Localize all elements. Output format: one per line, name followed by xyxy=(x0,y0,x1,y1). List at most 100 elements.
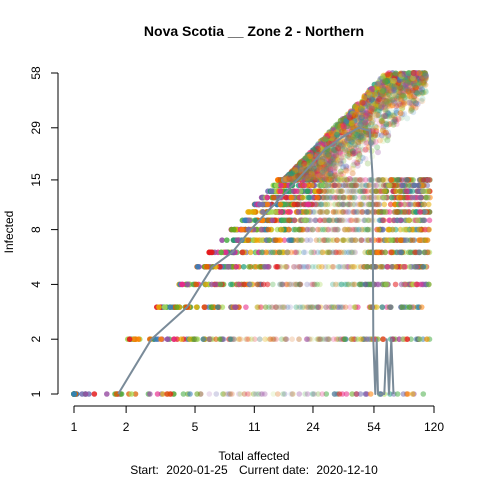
cloud-point xyxy=(376,177,382,183)
cloud-point xyxy=(325,217,332,224)
cloud-point xyxy=(248,336,255,343)
cloud-point xyxy=(256,263,263,270)
cloud-point xyxy=(376,177,383,183)
cloud-point xyxy=(353,182,360,189)
cloud-point xyxy=(278,226,285,233)
cloud-point xyxy=(351,281,358,288)
cloud-point xyxy=(426,217,433,224)
cloud-point xyxy=(315,172,322,179)
cloud-point xyxy=(338,304,344,310)
cloud-point xyxy=(299,304,306,310)
cloud-point xyxy=(372,131,379,138)
cloud-point xyxy=(320,217,326,224)
cloud-point xyxy=(375,80,382,87)
cloud-point xyxy=(286,209,293,215)
cloud-point xyxy=(277,188,284,195)
cloud-point xyxy=(308,171,315,178)
cloud-point xyxy=(364,263,371,270)
cloud-point xyxy=(358,237,365,243)
cloud-point xyxy=(331,146,338,153)
cloud-point xyxy=(375,194,381,201)
cloud-point xyxy=(255,391,262,397)
cloud-point xyxy=(325,336,332,343)
cloud-point xyxy=(404,336,411,343)
cloud-point xyxy=(345,226,352,233)
cloud-point xyxy=(415,90,422,97)
cloud-point xyxy=(412,84,419,91)
cloud-point xyxy=(303,226,310,233)
cloud-point xyxy=(380,177,387,183)
cloud-point xyxy=(301,263,307,270)
cloud-point xyxy=(402,281,409,288)
cloud-point xyxy=(346,182,352,189)
cloud-point xyxy=(394,209,400,215)
cloud-point xyxy=(319,155,326,162)
cloud-point xyxy=(319,391,326,397)
cloud-point xyxy=(339,201,345,208)
cloud-point xyxy=(330,226,337,233)
cloud-point xyxy=(375,281,382,288)
cloud-point xyxy=(331,182,338,189)
cloud-point xyxy=(290,391,296,397)
cloud-point xyxy=(344,249,350,256)
cloud-point xyxy=(319,158,326,165)
cloud-point xyxy=(265,217,271,224)
cloud-point xyxy=(403,188,410,195)
cloud-point xyxy=(359,99,366,106)
cloud-point xyxy=(344,177,351,183)
cloud-point xyxy=(422,209,428,215)
cloud-point xyxy=(240,263,247,270)
cloud-point xyxy=(391,86,398,93)
cloud-point xyxy=(213,281,220,288)
cloud-point xyxy=(416,237,423,243)
cloud-point xyxy=(312,263,319,270)
cloud-point xyxy=(311,165,318,172)
cloud-point xyxy=(413,263,419,270)
cloud-point xyxy=(346,144,353,151)
cloud-point xyxy=(348,138,355,145)
cloud-point xyxy=(301,182,308,189)
cloud-point xyxy=(351,182,358,189)
cloud-point xyxy=(324,336,330,343)
cloud-point xyxy=(315,336,322,343)
cloud-point xyxy=(310,173,317,180)
x-tick-label: 54 xyxy=(367,420,381,434)
cloud-point xyxy=(349,237,356,243)
cloud-point xyxy=(386,182,393,189)
cloud-point xyxy=(296,391,303,397)
cloud-point xyxy=(327,217,333,224)
cloud-point xyxy=(220,391,227,397)
cloud-point xyxy=(383,98,390,105)
cloud-point xyxy=(283,281,289,288)
cloud-point xyxy=(359,182,366,189)
cloud-point xyxy=(316,163,323,170)
cloud-point xyxy=(378,182,384,189)
cloud-point xyxy=(306,263,312,270)
cloud-point xyxy=(406,304,413,310)
cloud-point xyxy=(352,209,359,215)
cloud-point xyxy=(376,209,382,215)
cloud-point xyxy=(363,201,369,208)
cloud-point xyxy=(382,249,389,256)
cloud-point xyxy=(352,237,359,243)
cloud-point xyxy=(327,166,334,173)
cloud-point xyxy=(316,159,323,166)
cloud-point xyxy=(351,304,358,310)
cloud-point xyxy=(336,281,343,288)
cloud-point xyxy=(397,110,404,117)
cloud-point xyxy=(374,112,381,119)
cloud-point xyxy=(343,209,349,215)
cloud-point xyxy=(310,249,316,256)
cloud-point xyxy=(330,304,336,310)
cloud-point xyxy=(417,281,424,288)
cloud-point xyxy=(332,182,338,189)
cloud-point xyxy=(326,217,333,224)
cloud-point xyxy=(348,217,354,224)
cloud-point xyxy=(364,182,370,189)
cloud-point xyxy=(322,304,329,310)
cloud-point xyxy=(206,249,213,256)
cloud-point xyxy=(270,336,277,343)
cloud-point xyxy=(304,226,310,233)
cloud-point xyxy=(303,304,310,310)
cloud-point xyxy=(266,237,273,243)
